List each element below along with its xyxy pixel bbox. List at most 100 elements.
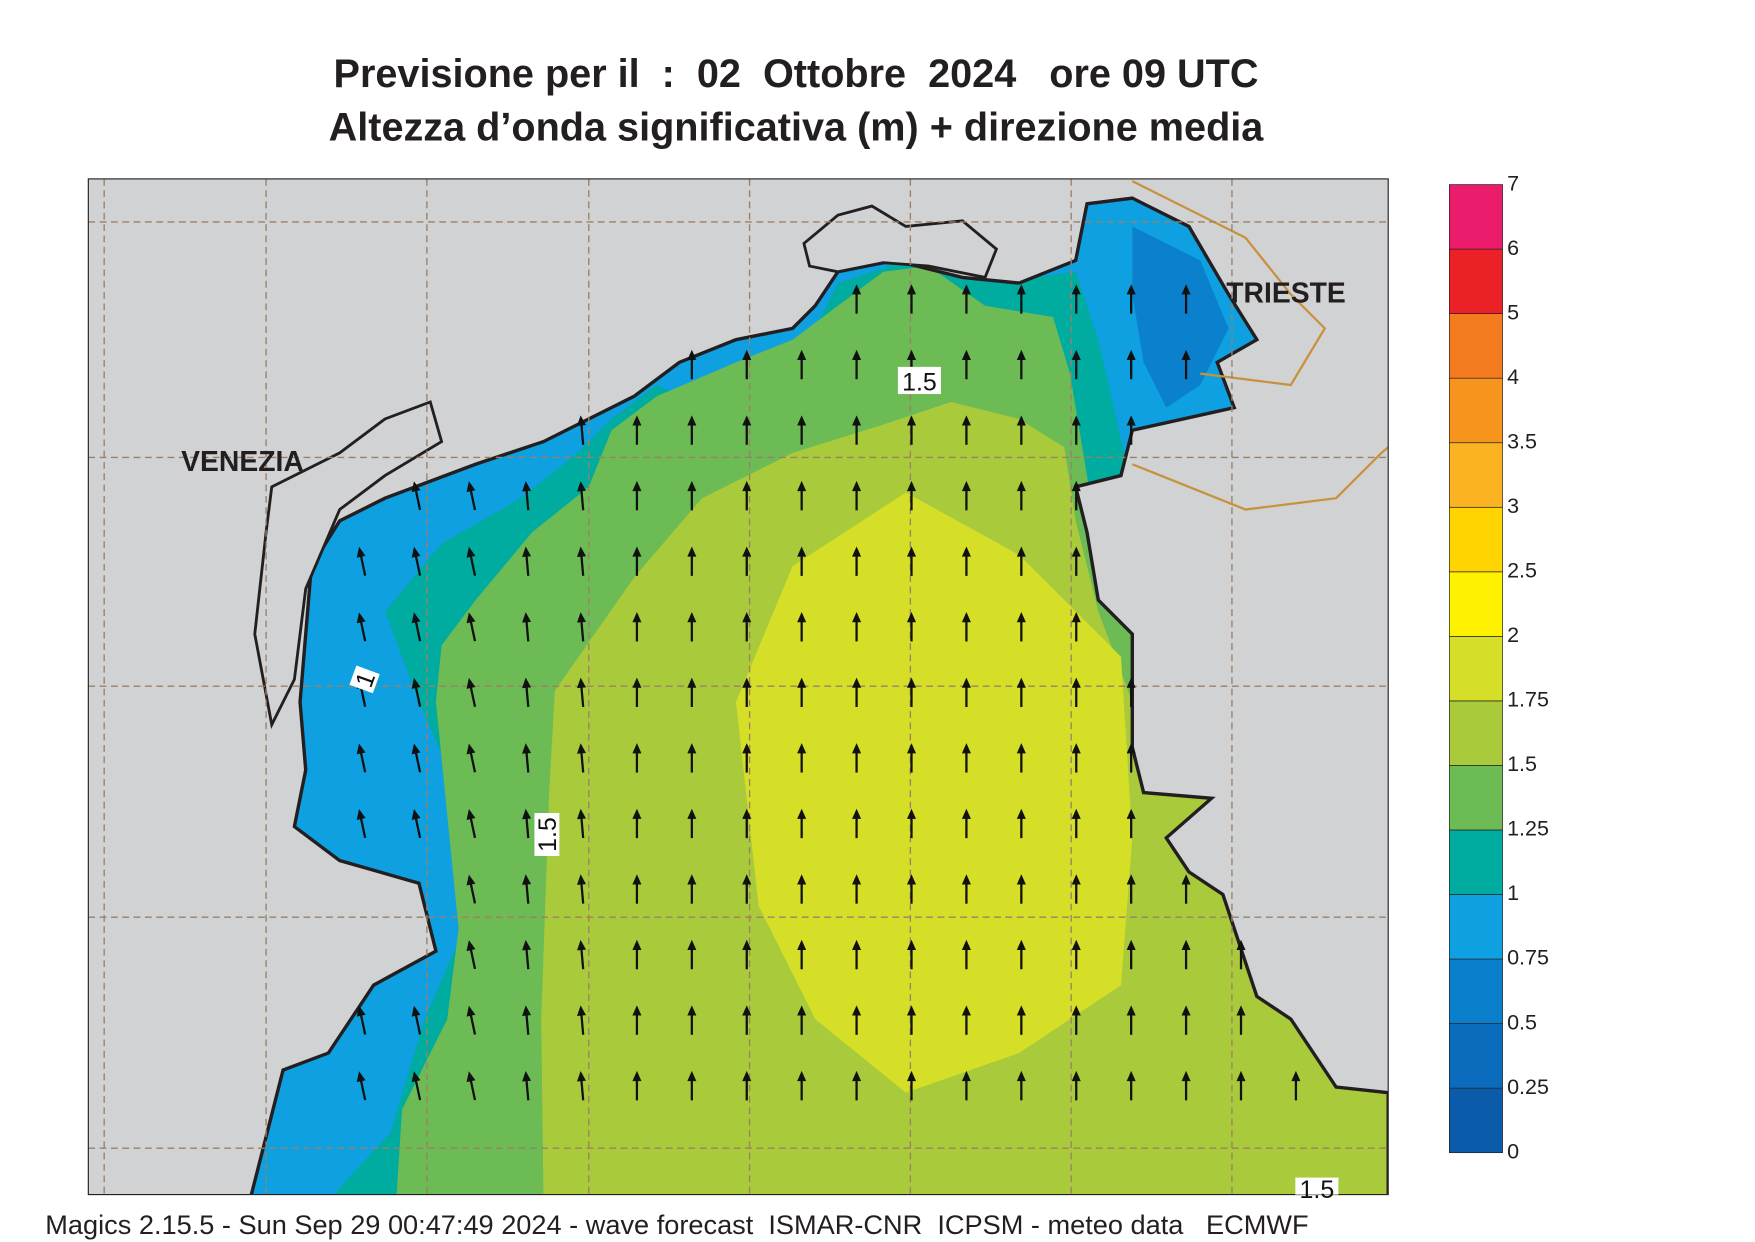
arrow-head <box>687 480 697 492</box>
arrow-head <box>466 874 476 886</box>
arrow-head <box>522 808 532 820</box>
arrow <box>411 809 422 839</box>
arrow-head <box>1236 939 1246 950</box>
colorbar-label: 1.25 <box>1507 817 1549 841</box>
arrow-head <box>466 1005 476 1017</box>
arrow-head <box>852 546 862 557</box>
arrow-head <box>742 480 752 492</box>
arrow-head <box>687 612 697 623</box>
arrow-head <box>411 1071 421 1083</box>
contour-label-box: 1.5 <box>1295 1176 1339 1204</box>
arrow <box>797 1005 807 1035</box>
arrow <box>522 546 532 576</box>
arrow <box>411 612 422 642</box>
arrow <box>797 612 807 642</box>
arrow-head <box>1126 743 1136 754</box>
arrow <box>576 546 587 576</box>
arrow-head <box>1071 808 1081 819</box>
map-frame <box>87 178 1389 1196</box>
arrow <box>852 1005 862 1035</box>
arrow <box>742 612 752 642</box>
arrow-head <box>356 743 366 755</box>
arrow-head <box>797 415 807 426</box>
arrow <box>1016 874 1026 904</box>
arrow <box>522 939 532 970</box>
arrow <box>466 940 477 970</box>
arrow-head <box>906 939 917 950</box>
arrow-head <box>466 743 476 755</box>
arrow <box>961 1005 971 1035</box>
arrow-head <box>1016 939 1026 950</box>
arrow <box>961 677 971 708</box>
label-box <box>534 812 560 857</box>
arrow-head <box>906 415 917 426</box>
place-label: TRIESTE <box>1226 276 1346 308</box>
arrow <box>466 1005 477 1035</box>
arrow <box>576 808 587 839</box>
direction-arrows <box>356 284 1301 1101</box>
arrow <box>1126 1070 1136 1101</box>
arrow-head <box>687 939 697 950</box>
colorbar-label: 3.5 <box>1507 429 1537 453</box>
arrow <box>1181 874 1191 904</box>
arrow <box>576 415 587 445</box>
arrow <box>466 481 477 511</box>
arrow-head <box>632 612 642 623</box>
arrow <box>687 612 697 642</box>
arrow <box>1236 1005 1246 1035</box>
contour-label-box: 1.5 <box>897 366 941 397</box>
arrow <box>906 284 917 314</box>
arrow <box>522 874 532 904</box>
colorbar-box <box>1449 765 1503 831</box>
arrow <box>522 612 532 642</box>
arrow-head <box>742 939 752 950</box>
arrow-head <box>466 940 476 952</box>
arrow <box>576 677 587 708</box>
arrow <box>1126 284 1136 314</box>
arrow <box>522 808 532 839</box>
border <box>1131 180 1389 511</box>
arrow <box>356 612 367 642</box>
arrow-head <box>576 808 587 820</box>
arrow-head <box>852 284 862 295</box>
colorbar-box <box>1449 829 1503 895</box>
arrow <box>852 808 862 839</box>
arrow <box>1071 546 1081 576</box>
arrow <box>961 480 971 511</box>
arrow-head <box>742 1005 752 1016</box>
colorbar-box <box>1449 313 1503 379</box>
arrow <box>1071 808 1081 839</box>
arrow-head <box>742 874 752 885</box>
arrow <box>1126 939 1136 970</box>
arrow <box>1236 939 1246 970</box>
arrow <box>632 939 642 970</box>
arrow <box>961 939 971 970</box>
label-box <box>897 366 941 395</box>
arrow <box>522 1070 532 1101</box>
arrow <box>632 808 642 839</box>
arrow <box>411 481 422 511</box>
colorbar-box <box>1449 894 1503 960</box>
arrow <box>797 480 807 511</box>
arrow-head <box>576 1070 587 1082</box>
arrow-head <box>906 480 917 492</box>
arrow <box>576 1005 587 1035</box>
arrow <box>742 939 752 970</box>
arrow-head <box>356 809 366 820</box>
arrow-head <box>1126 349 1136 360</box>
arrow-head <box>906 1005 917 1016</box>
arrow-head <box>852 1005 862 1016</box>
contour-label: 1.5 <box>1300 1176 1335 1204</box>
arrow <box>1016 743 1026 773</box>
arrow <box>576 743 587 773</box>
arrow <box>797 939 807 970</box>
arrow-head <box>742 677 752 688</box>
arrow-head <box>1016 612 1026 623</box>
arrow-head <box>906 612 917 623</box>
arrow <box>1016 415 1026 445</box>
arrow <box>687 415 697 445</box>
arrow-head <box>961 612 971 623</box>
arrow-head <box>522 480 532 492</box>
arrow-head <box>852 480 862 492</box>
arrow-head <box>1126 1070 1136 1082</box>
